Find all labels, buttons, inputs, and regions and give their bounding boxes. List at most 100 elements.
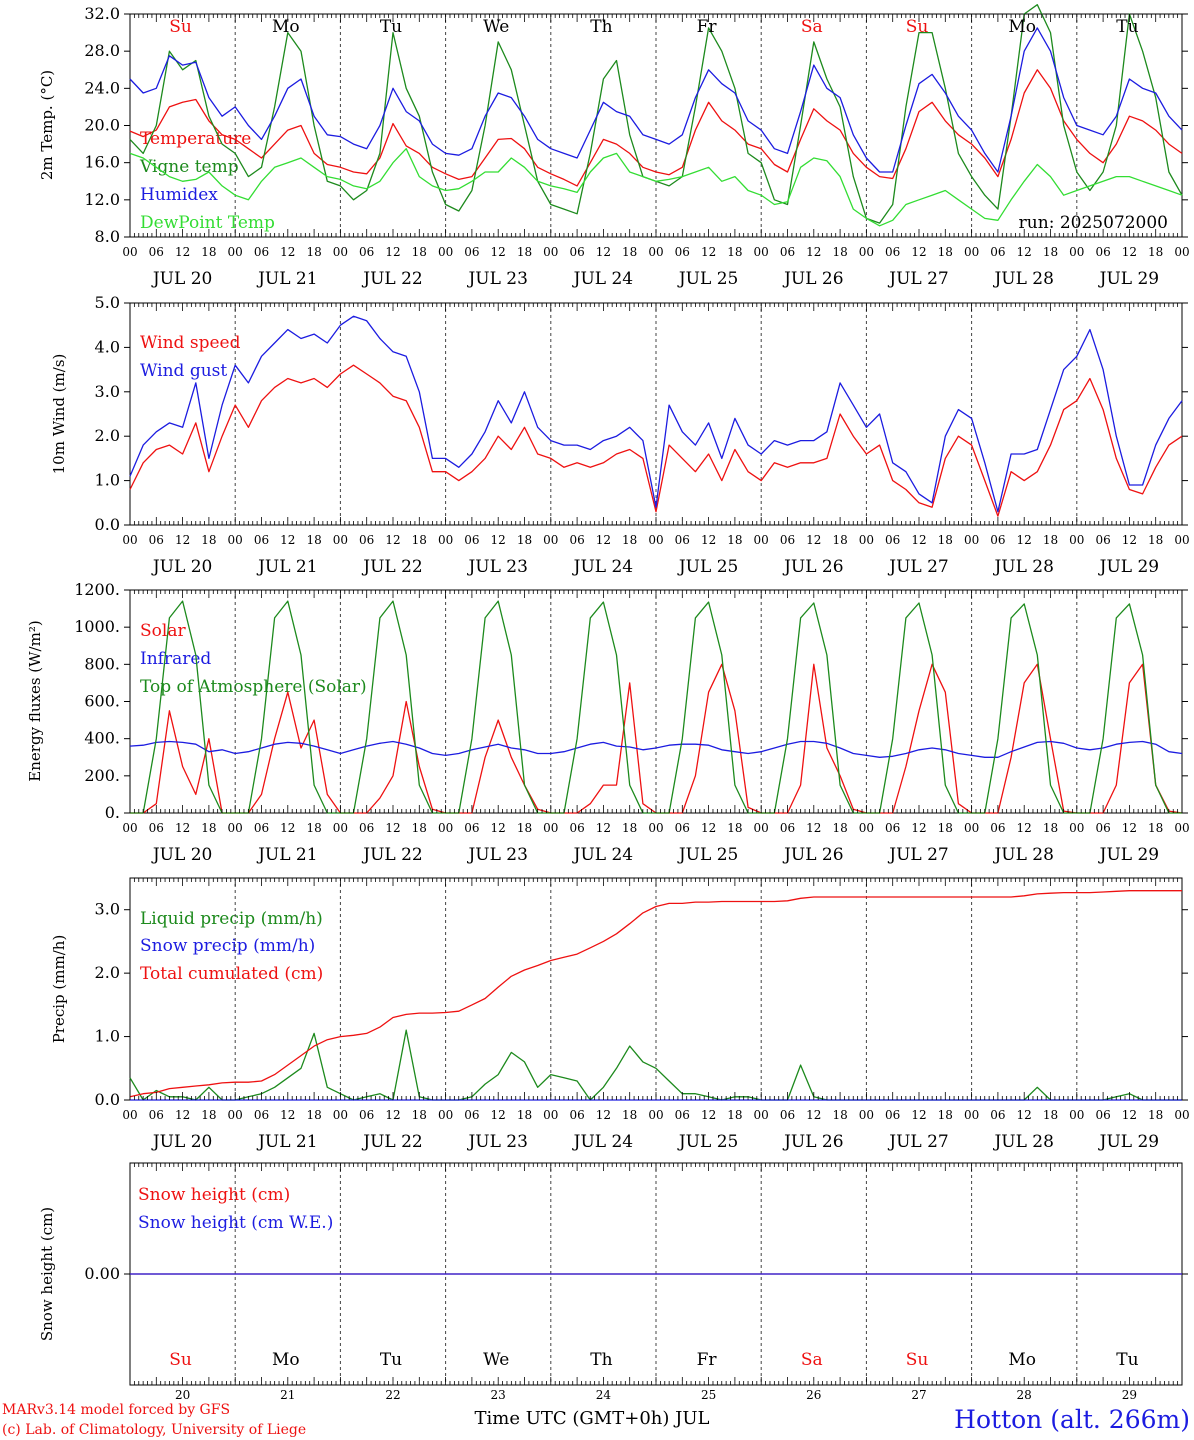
x-hour-label: 06 xyxy=(1095,821,1110,835)
x-hour-label: 18 xyxy=(622,245,637,259)
x-hour-label: 00 xyxy=(859,245,874,259)
x-date-label: JUL 25 xyxy=(677,269,738,289)
ylabel-temperature: 2m Temp. (°C) xyxy=(38,70,56,180)
y-tick-label: 16.0 xyxy=(84,153,120,172)
x-date-label: JUL 28 xyxy=(992,845,1053,865)
x-hour-label: 06 xyxy=(675,1108,690,1122)
x-hour-label: 12 xyxy=(491,821,506,835)
y-tick-label: 3.0 xyxy=(95,382,120,401)
series-energy-infrared xyxy=(129,740,1183,758)
x-hour-label: 00 xyxy=(333,245,348,259)
x-hour-label: 18 xyxy=(727,1108,742,1122)
y-tick-label: 1.0 xyxy=(95,471,120,490)
x-hour-label: 06 xyxy=(464,1108,479,1122)
x-hour-label: 06 xyxy=(149,821,164,835)
x-date-label: JUL 26 xyxy=(782,269,843,289)
weekday-label-top: Sa xyxy=(801,17,823,37)
y-tick-label: 28.0 xyxy=(84,41,120,60)
x-hour-label: 12 xyxy=(175,533,190,547)
series-wind-wind-speed xyxy=(129,364,1183,517)
panel-frame-temperature xyxy=(129,13,1183,238)
weekday-label-bottom: Tu xyxy=(380,1350,402,1370)
x-hour-label: 06 xyxy=(885,245,900,259)
x-hour-label: 00 xyxy=(543,1108,558,1122)
x-hour-label: 18 xyxy=(201,245,216,259)
x-hour-label: 00 xyxy=(333,1108,348,1122)
x-hour-label: 00 xyxy=(333,821,348,835)
x-date-label: JUL 29 xyxy=(1098,845,1159,865)
x-hour-label: 18 xyxy=(832,1108,847,1122)
weekday-label-top: Tu xyxy=(380,17,402,37)
day-number-label: 29 xyxy=(1122,1388,1137,1402)
x-hour-label: 06 xyxy=(885,821,900,835)
x-hour-label: 06 xyxy=(359,1108,374,1122)
x-date-label: JUL 21 xyxy=(256,269,317,289)
x-date-label: JUL 25 xyxy=(677,845,738,865)
x-hour-label: 12 xyxy=(385,821,400,835)
weekday-label-bottom: Mo xyxy=(1008,1350,1036,1370)
x-hour-label: 00 xyxy=(122,245,137,259)
x-hour-label: 18 xyxy=(517,245,532,259)
x-hour-label: 06 xyxy=(990,821,1005,835)
x-hour-label: 18 xyxy=(727,533,742,547)
x-hour-label: 18 xyxy=(1043,1108,1058,1122)
x-hour-label: 06 xyxy=(1095,1108,1110,1122)
x-hour-label: 12 xyxy=(1017,1108,1032,1122)
x-date-label: JUL 20 xyxy=(151,1132,212,1152)
legend-wind-gust: Wind gust xyxy=(140,361,227,381)
x-hour-label: 12 xyxy=(701,821,716,835)
x-hour-label: 00 xyxy=(1069,821,1084,835)
x-hour-label: 12 xyxy=(175,1108,190,1122)
y-tick-label: 24.0 xyxy=(84,78,120,97)
day-number-label: 26 xyxy=(806,1388,821,1402)
x-hour-label: 18 xyxy=(938,821,953,835)
x-date-label: JUL 23 xyxy=(466,557,527,577)
x-hour-label: 06 xyxy=(780,821,795,835)
x-date-label: JUL 27 xyxy=(887,557,948,577)
x-hour-label: 18 xyxy=(201,821,216,835)
x-hour-label: 12 xyxy=(1122,533,1137,547)
ylabel-precip: Precip (mm/h) xyxy=(50,935,68,1044)
x-hour-label: 12 xyxy=(1122,1108,1137,1122)
x-date-label: JUL 24 xyxy=(572,845,633,865)
x-hour-label: 00 xyxy=(648,245,663,259)
weekday-label-bottom: Th xyxy=(590,1350,612,1370)
x-hour-label: 06 xyxy=(990,245,1005,259)
x-hour-label: 00 xyxy=(964,245,979,259)
weekday-label-bottom: Sa xyxy=(801,1350,823,1370)
x-hour-label: 12 xyxy=(806,245,821,259)
weekday-label-top: Tu xyxy=(1116,17,1138,37)
day-number-label: 23 xyxy=(491,1388,506,1402)
x-hour-label: 18 xyxy=(832,821,847,835)
x-hour-label: 00 xyxy=(1069,245,1084,259)
x-hour-label: 18 xyxy=(1043,821,1058,835)
x-hour-label: 00 xyxy=(438,533,453,547)
x-hour-label: 18 xyxy=(201,1108,216,1122)
x-hour-label: 12 xyxy=(1017,533,1032,547)
x-hour-label: 06 xyxy=(780,245,795,259)
x-date-label: JUL 26 xyxy=(782,557,843,577)
x-hour-label: 00 xyxy=(1174,821,1189,835)
x-hour-label: 00 xyxy=(1174,245,1189,259)
weekday-label-bottom: Mo xyxy=(272,1350,300,1370)
x-date-label: JUL 25 xyxy=(677,1132,738,1152)
y-tick-label: 800. xyxy=(84,654,120,673)
legend-snow-height: Snow height (cm) xyxy=(138,1185,290,1205)
x-hour-label: 06 xyxy=(569,1108,584,1122)
x-hour-label: 00 xyxy=(964,1108,979,1122)
x-hour-label: 06 xyxy=(359,821,374,835)
x-hour-label: 12 xyxy=(701,1108,716,1122)
x-hour-label: 00 xyxy=(859,1108,874,1122)
x-date-label: JUL 29 xyxy=(1098,269,1159,289)
x-date-label: JUL 21 xyxy=(256,1132,317,1152)
x-hour-label: 18 xyxy=(517,533,532,547)
day-number-label: 27 xyxy=(911,1388,926,1402)
x-hour-label: 06 xyxy=(675,245,690,259)
x-date-label: JUL 22 xyxy=(361,845,422,865)
x-hour-label: 18 xyxy=(938,533,953,547)
day-number-label: 24 xyxy=(596,1388,612,1402)
legend-total-cumulated: Total cumulated (cm) xyxy=(140,964,323,984)
weekday-label-top: Mo xyxy=(1008,17,1036,37)
x-hour-label: 00 xyxy=(228,533,243,547)
y-tick-label: 32.0 xyxy=(84,4,120,23)
